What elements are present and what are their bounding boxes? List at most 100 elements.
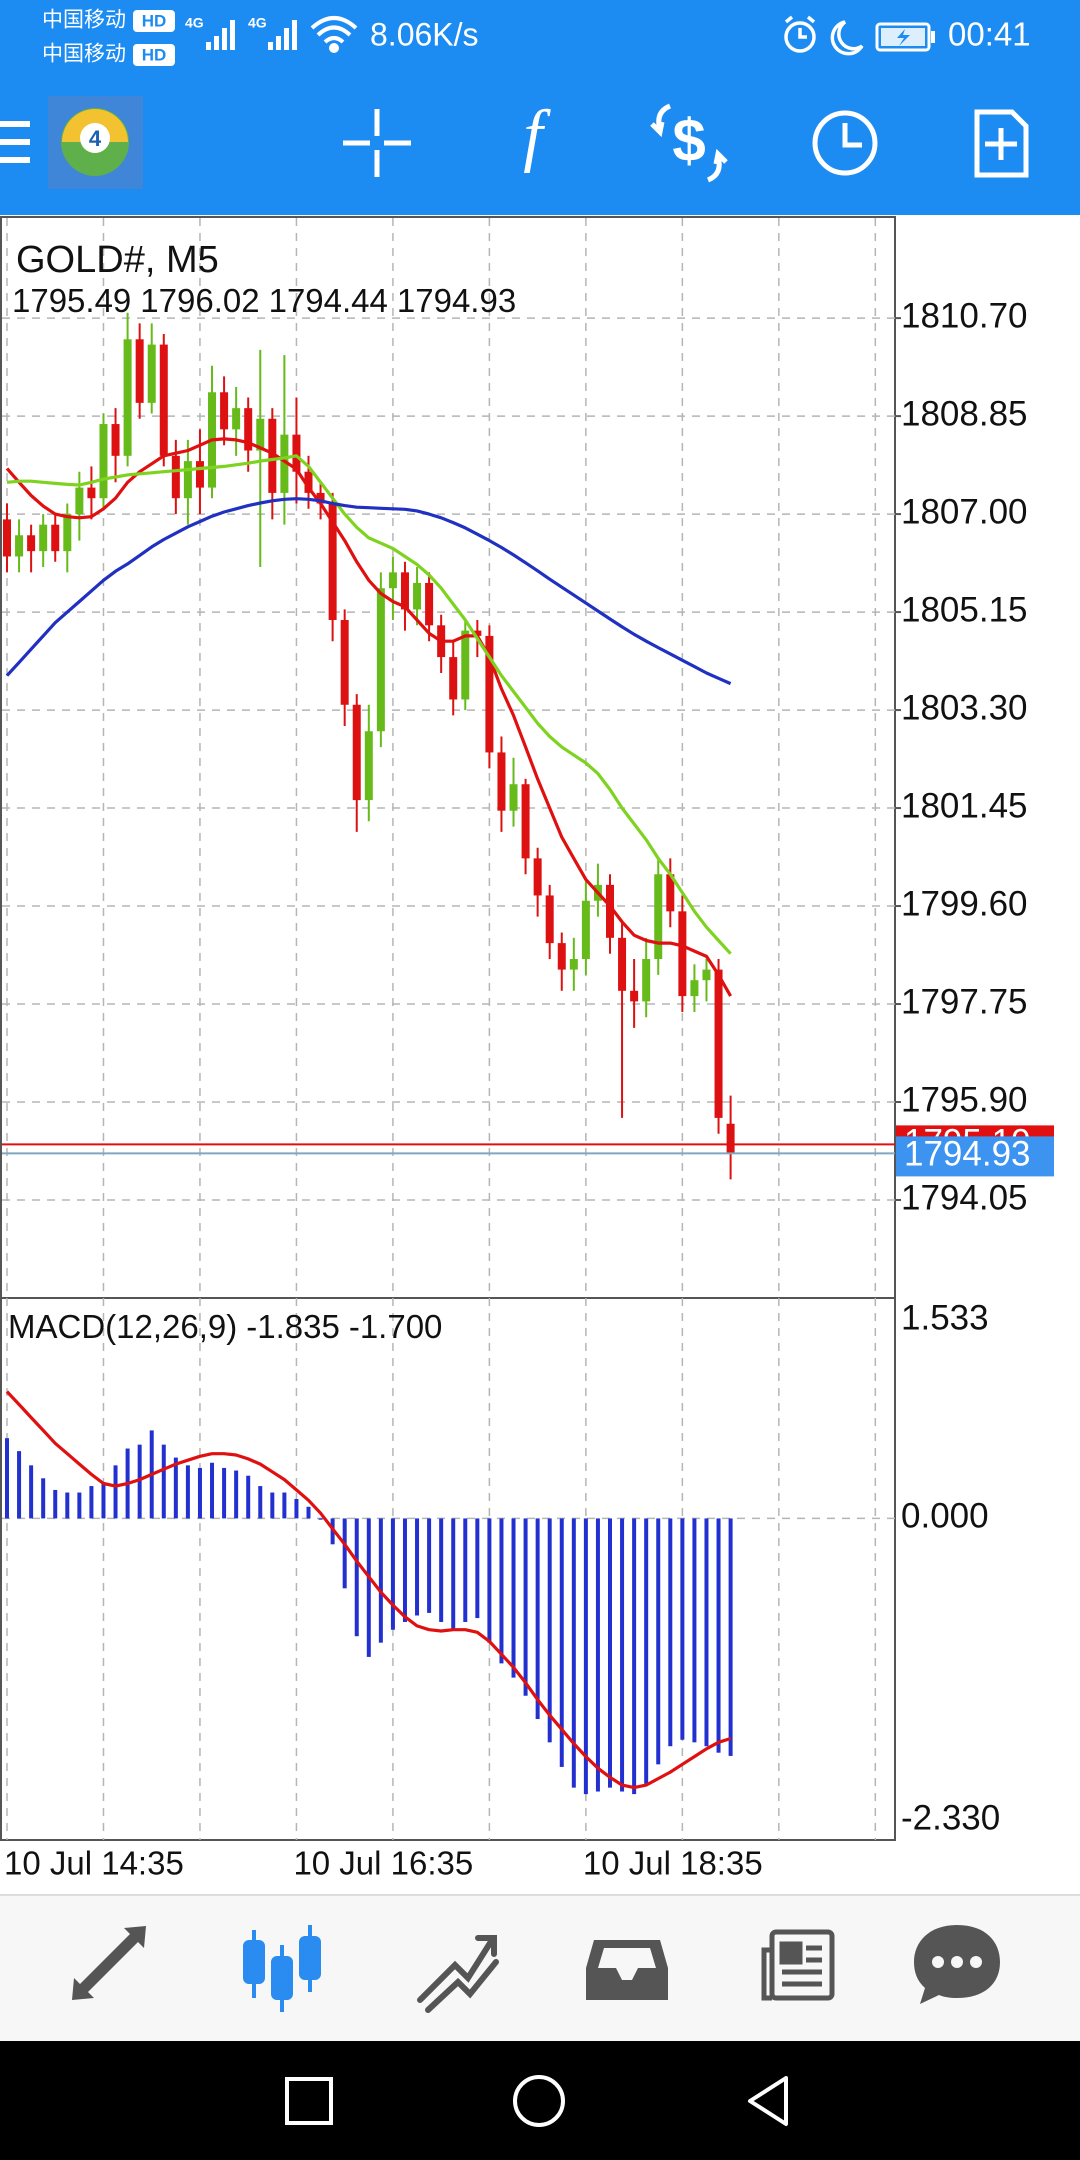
network-speed: 8.06K/s: [370, 16, 479, 52]
app-logo[interactable]: 4: [48, 96, 143, 189]
candle-body: [51, 524, 60, 552]
candle-body: [183, 461, 192, 499]
hd-text: HD: [142, 45, 167, 64]
macd-bar: [378, 1518, 383, 1643]
crosshair-button[interactable]: [343, 109, 411, 177]
chart-title: GOLD#, M5: [16, 239, 219, 281]
macd-bar: [101, 1482, 106, 1519]
candle-body: [618, 937, 627, 991]
macd-bar: [523, 1518, 528, 1696]
y-tick-label: -2.330: [901, 1798, 1000, 1837]
macd-bar: [318, 1518, 323, 1520]
macd-bar: [41, 1478, 46, 1519]
candle-body: [268, 418, 277, 493]
candle-body: [388, 572, 397, 589]
candle-body: [340, 620, 349, 705]
macd-bar: [487, 1518, 492, 1643]
candle-body: [39, 524, 48, 552]
toolbar: 4 f $: [0, 96, 1029, 189]
hd-badge: [133, 44, 175, 66]
macd-bar: [620, 1518, 625, 1792]
macd-bar: [282, 1492, 287, 1519]
timeframe-button[interactable]: [812, 110, 878, 176]
macd-bar: [366, 1518, 371, 1657]
macd-bar: [704, 1518, 709, 1747]
candle-body: [75, 487, 84, 515]
trade-tab[interactable]: [417, 1935, 499, 2013]
recents-button[interactable]: [285, 2077, 333, 2125]
macd-bar: [258, 1486, 263, 1519]
macd-bar: [294, 1499, 299, 1519]
candle-body: [400, 572, 409, 610]
chat-tab[interactable]: [914, 1925, 1000, 2004]
x-tick-label: 10 Jul 16:35: [293, 1845, 473, 1882]
bid-label-bg: [896, 1136, 1054, 1177]
macd-bar: [89, 1486, 94, 1519]
macd-bar: [197, 1467, 202, 1519]
candle-body: [316, 492, 325, 504]
macd-bar: [559, 1518, 564, 1767]
new-order-button[interactable]: [974, 109, 1029, 178]
candle-body: [569, 959, 578, 970]
close-value: 1794.93: [397, 282, 516, 319]
macd-bar: [716, 1518, 721, 1753]
chart-tab[interactable]: [243, 1925, 321, 2012]
candle-body: [328, 503, 337, 621]
macd-bar: [571, 1518, 576, 1788]
candle-body: [702, 969, 711, 981]
macd-bar: [173, 1457, 178, 1519]
candle-body: [63, 514, 72, 552]
history-tab[interactable]: [586, 1940, 668, 2000]
menu-button[interactable]: [0, 121, 30, 163]
candle-body: [630, 990, 639, 1002]
status-bar: 中国移动 HD 中国移动 HD 4G 4G 8.06K/s 00:41: [42, 9, 1031, 66]
candle-body: [678, 911, 687, 997]
macd-bar: [29, 1465, 34, 1519]
home-button[interactable]: [513, 2075, 565, 2127]
macd-bar: [53, 1489, 58, 1519]
signal-2: [268, 20, 297, 50]
candle-body: [666, 874, 675, 912]
logo-text: 4: [89, 126, 102, 151]
candle-body: [413, 582, 422, 610]
y-tick-label: 1803.30: [901, 688, 1028, 727]
macd-bar: [137, 1444, 142, 1519]
y-tick-label: 0.000: [901, 1497, 989, 1536]
candle-body: [220, 392, 229, 430]
macd-bar: [680, 1518, 685, 1740]
macd-bar: [632, 1518, 637, 1795]
alarm-icon: [784, 15, 816, 53]
signal-value: -1.700: [349, 1308, 443, 1345]
macd-bar: [5, 1438, 9, 1519]
macd-bar: [475, 1518, 480, 1619]
macd-bar: [668, 1518, 673, 1747]
macd-bar: [608, 1518, 612, 1788]
back-button[interactable]: [748, 2076, 788, 2126]
candle-body: [27, 535, 36, 552]
macd-bar: [463, 1518, 468, 1622]
network-type: 4G: [185, 15, 204, 31]
macd-signal: [5, 1390, 732, 1790]
chart-frame: [0, 216, 896, 1841]
macd-bar: [306, 1506, 311, 1519]
news-tab[interactable]: [761, 1929, 835, 2001]
y-tick-label: 1.533: [901, 1298, 989, 1337]
y-tick-label: 1795.90: [901, 1080, 1028, 1119]
quotes-tab[interactable]: [72, 1926, 146, 2000]
candle-body: [135, 339, 144, 403]
carrier-2: 中国移动: [42, 43, 126, 66]
macd-header: MACD(12,26,9) -1.835 -1.700: [8, 1308, 442, 1345]
macd-bar: [210, 1462, 215, 1519]
candle-body: [485, 635, 494, 753]
macd-title: MACD(12,26,9): [8, 1308, 237, 1345]
macd-bar: [270, 1492, 275, 1519]
y-tick-label: 1794.05: [901, 1178, 1028, 1217]
bid-label: 1794.93: [904, 1135, 1031, 1174]
network-type: 4G: [248, 15, 267, 31]
macd-bar: [547, 1518, 552, 1743]
trade-button[interactable]: $: [650, 103, 728, 183]
macd-bar: [535, 1518, 540, 1720]
candle-body: [304, 471, 313, 493]
carrier-1: 中国移动: [42, 9, 126, 32]
